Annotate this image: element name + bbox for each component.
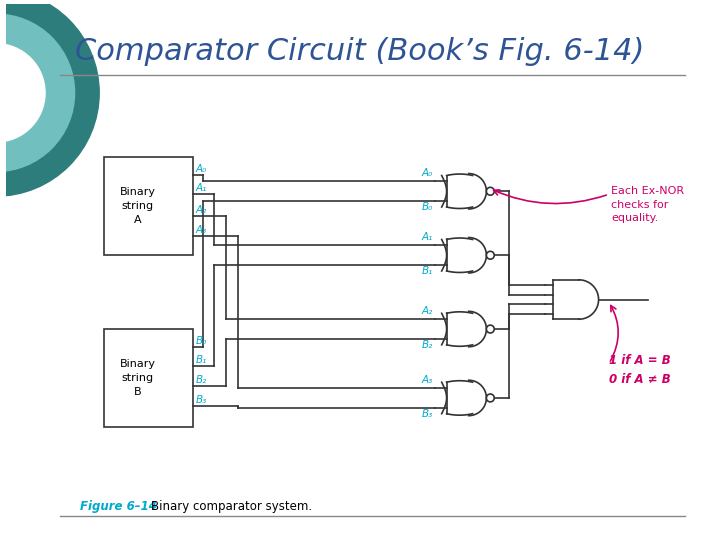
Circle shape [487, 187, 494, 195]
Text: A₂: A₂ [196, 205, 207, 215]
Circle shape [0, 14, 75, 172]
Text: Binary comparator system.: Binary comparator system. [151, 500, 312, 512]
Text: A₁: A₁ [422, 232, 433, 242]
Circle shape [487, 251, 494, 259]
Text: 1 if A = B
0 if A ≠ B: 1 if A = B 0 if A ≠ B [609, 354, 671, 386]
Text: B₀: B₀ [422, 202, 433, 212]
FancyBboxPatch shape [104, 157, 193, 255]
Text: B₀: B₀ [196, 336, 207, 346]
Text: A₀: A₀ [422, 168, 433, 178]
Text: Figure 6–14: Figure 6–14 [79, 500, 156, 512]
Text: B₂: B₂ [196, 375, 207, 385]
Text: A₀: A₀ [196, 164, 207, 173]
Text: Comparator Circuit (Book’s Fig. 6-14): Comparator Circuit (Book’s Fig. 6-14) [76, 37, 644, 66]
Circle shape [0, 44, 45, 142]
Circle shape [0, 0, 99, 196]
Text: A₃: A₃ [422, 375, 433, 385]
Text: Binary
string
A: Binary string A [120, 187, 156, 225]
Text: A₃: A₃ [196, 225, 207, 234]
Text: A₂: A₂ [422, 306, 433, 316]
FancyBboxPatch shape [104, 329, 193, 428]
Circle shape [487, 394, 494, 402]
Text: B₃: B₃ [422, 409, 433, 419]
Circle shape [487, 325, 494, 333]
Text: B₁: B₁ [196, 355, 207, 366]
Text: B₂: B₂ [422, 340, 433, 350]
Text: B₁: B₁ [422, 266, 433, 276]
Text: A₁: A₁ [196, 183, 207, 193]
Text: B₃: B₃ [196, 395, 207, 405]
Text: Each Ex-NOR
checks for
equality.: Each Ex-NOR checks for equality. [611, 186, 684, 222]
Text: Binary
string
B: Binary string B [120, 359, 156, 397]
